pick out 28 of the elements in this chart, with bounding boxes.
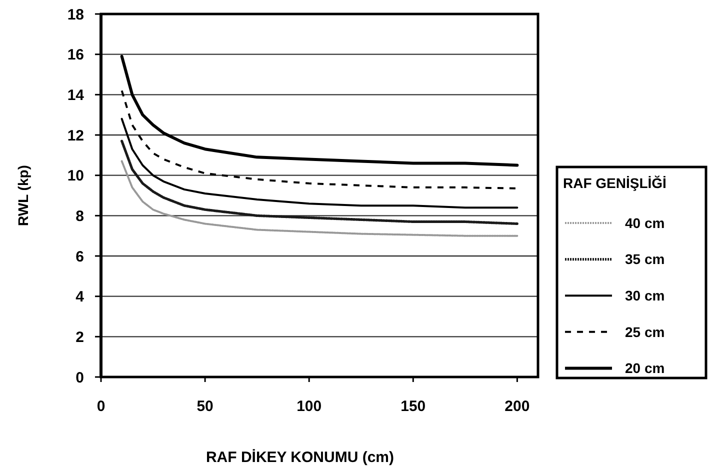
x-tick-label: 100 [296, 398, 322, 415]
x-tick-label: 150 [400, 398, 426, 415]
y-tick-label: 8 [76, 208, 84, 225]
x-axis-title: RAF DİKEY KONUMU (cm) [206, 449, 394, 466]
line-series [120, 54, 519, 167]
y-tick-label: 14 [67, 86, 85, 104]
legend-label: 30 cm [625, 288, 665, 304]
y-tick-label: 16 [67, 46, 84, 64]
y-tick-label: 18 [67, 6, 84, 24]
legend-label: 25 cm [625, 324, 665, 340]
legend-label: 20 cm [625, 360, 665, 376]
legend-title: RAF GENİŞLİĞİ [563, 175, 666, 191]
line-series [120, 160, 518, 237]
y-tick-label: 10 [67, 168, 84, 185]
y-tick-label: 0 [76, 369, 84, 386]
y-axis-title: RWL (kp) [15, 165, 31, 226]
x-tick-label: 50 [196, 398, 214, 415]
y-tick-label: 6 [76, 248, 84, 266]
line-series [120, 140, 518, 226]
line-series [120, 118, 518, 209]
x-tick-label: 0 [96, 398, 106, 415]
y-tick-label: 2 [76, 328, 84, 346]
y-tick-label: 12 [67, 127, 84, 144]
legend-label: 40 cm [625, 214, 665, 231]
y-tick-label: 4 [76, 288, 85, 306]
legend-label: 35 cm [625, 251, 665, 268]
x-tick-label: 200 [504, 398, 530, 415]
line-series [120, 90, 518, 190]
